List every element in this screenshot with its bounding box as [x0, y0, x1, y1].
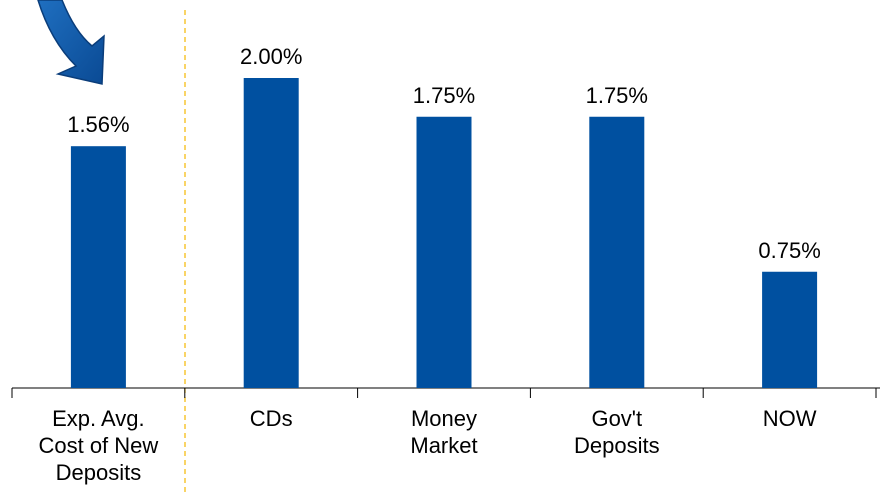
value-label: 1.75% — [413, 83, 475, 108]
value-label: 0.75% — [758, 238, 820, 263]
bar — [243, 78, 299, 388]
value-label: 1.56% — [67, 112, 129, 137]
bar — [589, 116, 645, 388]
x-tick-label: Exp. Avg. Cost of New Deposits — [38, 406, 159, 485]
x-tick-label: CDs — [249, 406, 293, 431]
value-label: 2.00% — [240, 44, 302, 69]
value-label: 1.75% — [586, 83, 648, 108]
x-tick-label: Gov't Deposits — [574, 406, 660, 458]
bar — [762, 271, 818, 388]
arrow-annotation — [37, 0, 105, 85]
x-tick-label: Money Market — [410, 406, 478, 458]
bar — [416, 116, 472, 388]
x-tick-label: NOW — [762, 406, 817, 431]
bar — [70, 146, 126, 388]
